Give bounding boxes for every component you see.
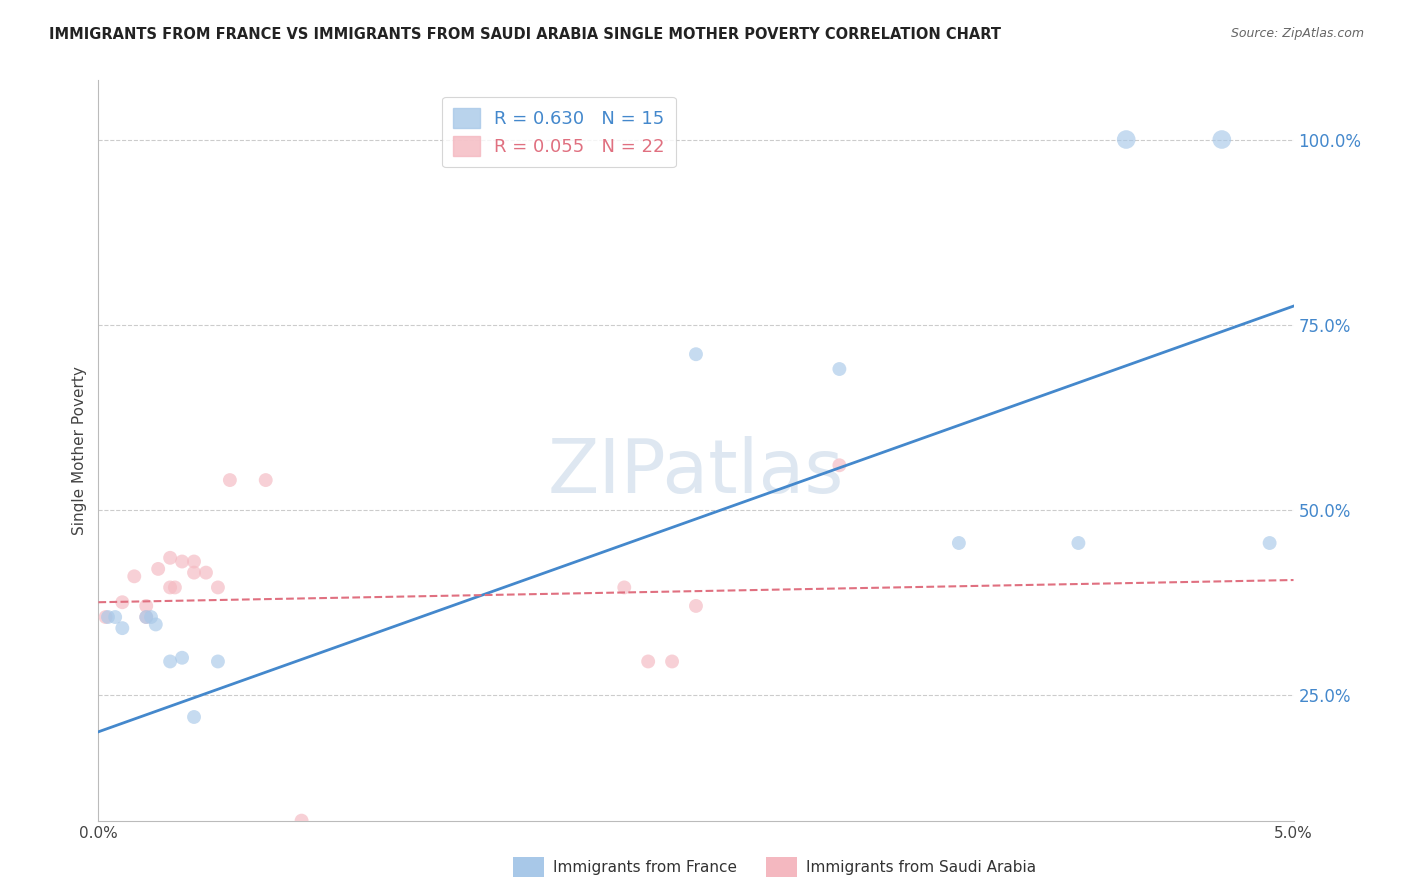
Point: [1115, 132, 1137, 146]
Text: Immigrants from France: Immigrants from France: [553, 860, 737, 874]
Point: [1258, 536, 1281, 550]
Point: [145, 617, 167, 632]
Point: [207, 655, 229, 669]
Point: [1211, 132, 1233, 146]
Point: [163, 581, 186, 595]
Point: [111, 595, 134, 609]
Point: [135, 599, 157, 613]
Point: [1067, 536, 1090, 550]
Point: [139, 610, 162, 624]
Point: [685, 599, 707, 613]
Point: [828, 362, 851, 376]
Point: [172, 650, 194, 665]
Point: [183, 710, 205, 724]
Text: Immigrants from Saudi Arabia: Immigrants from Saudi Arabia: [806, 860, 1036, 874]
Point: [948, 536, 970, 550]
Point: [159, 550, 181, 565]
Point: [637, 655, 659, 669]
Point: [195, 566, 218, 580]
Point: [183, 566, 205, 580]
Point: [148, 562, 170, 576]
Point: [97, 610, 120, 624]
Point: [172, 554, 194, 569]
Point: [207, 581, 229, 595]
Point: [104, 610, 127, 624]
Point: [661, 655, 683, 669]
Point: [613, 581, 636, 595]
Text: Source: ZipAtlas.com: Source: ZipAtlas.com: [1230, 27, 1364, 40]
Point: [254, 473, 277, 487]
Text: ZIPatlas: ZIPatlas: [548, 436, 844, 509]
Point: [111, 621, 134, 635]
Point: [685, 347, 707, 361]
Point: [94, 610, 117, 624]
Legend: R = 0.630   N = 15, R = 0.055   N = 22: R = 0.630 N = 15, R = 0.055 N = 22: [441, 96, 676, 168]
Point: [219, 473, 242, 487]
Point: [124, 569, 146, 583]
Point: [135, 610, 157, 624]
Y-axis label: Single Mother Poverty: Single Mother Poverty: [72, 366, 87, 535]
Point: [183, 554, 205, 569]
Point: [159, 581, 181, 595]
Point: [828, 458, 851, 473]
Text: IMMIGRANTS FROM FRANCE VS IMMIGRANTS FROM SAUDI ARABIA SINGLE MOTHER POVERTY COR: IMMIGRANTS FROM FRANCE VS IMMIGRANTS FRO…: [49, 27, 1001, 42]
Point: [159, 655, 181, 669]
Point: [291, 814, 314, 828]
Point: [135, 610, 157, 624]
